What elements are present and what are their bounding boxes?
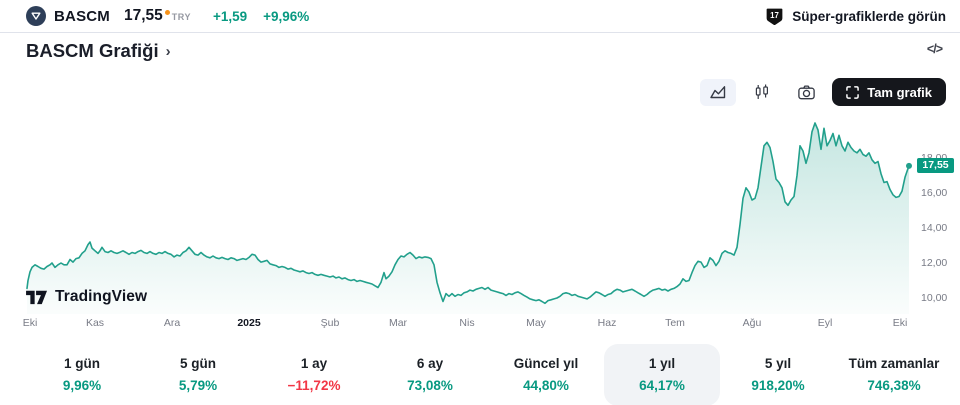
last-price-dot	[906, 162, 912, 169]
y-axis-label: 10,00	[921, 292, 948, 304]
x-axis-label: Mar	[388, 317, 408, 329]
period-change-value: 44,80%	[523, 378, 569, 393]
supercharts-link-label: Süper-grafiklerde görün	[792, 8, 946, 24]
candlestick-style-button[interactable]	[744, 79, 780, 106]
supercharts-link[interactable]: 17 Süper-grafiklerde görün	[764, 6, 946, 27]
period-button-5-gün[interactable]: 5 gün 5,79%	[140, 344, 256, 405]
x-axis-label: Ara	[163, 317, 181, 329]
svg-text:17: 17	[770, 10, 779, 19]
period-button-tüm-zamanlar[interactable]: Tüm zamanlar 746,38%	[836, 344, 952, 405]
area-fill	[27, 123, 909, 314]
period-change-value: 9,96%	[62, 378, 102, 393]
period-label: 1 ay	[300, 356, 328, 371]
embed-code-icon[interactable]: </>	[926, 42, 943, 56]
area-chart-icon	[710, 86, 726, 99]
period-button-5-yıl[interactable]: 5 yıl 918,20%	[720, 344, 836, 405]
x-axis-label: Tem	[665, 317, 685, 329]
currency-label: TRY	[171, 12, 191, 22]
chart-toolbar: Tam grafik	[700, 78, 946, 106]
y-axis-label: 16,00	[921, 187, 948, 199]
chart-title-link[interactable]: BASCM Grafiği ›	[26, 40, 171, 62]
period-label: Tüm zamanlar	[848, 356, 940, 371]
x-axis-label: 2025	[237, 317, 261, 329]
tradingview-watermark[interactable]: TradingView	[26, 287, 147, 307]
symbol-header: BASCM 17,55 TRY +1,59 +9,96% 17 Süper-gr…	[0, 0, 960, 33]
x-axis-label: Eyl	[817, 317, 833, 329]
x-axis-label: Eki	[892, 317, 908, 329]
delayed-data-icon	[164, 9, 170, 15]
period-change-value: 73,08%	[407, 378, 453, 393]
camera-icon	[797, 84, 815, 99]
symbol-logo-icon	[26, 6, 46, 26]
period-change-value: 64,17%	[639, 378, 685, 393]
period-label: 5 yıl	[764, 356, 792, 371]
x-axis-label: Nis	[459, 317, 475, 329]
chevron-right-icon: ›	[165, 43, 171, 60]
period-label: 1 gün	[64, 356, 100, 371]
period-change-value: −11,72%	[287, 378, 341, 393]
change-percent: +9,96%	[263, 8, 310, 24]
tradingview-shield-icon: 17	[766, 8, 783, 25]
period-label: 6 ay	[416, 356, 444, 371]
period-change-value: 5,79%	[178, 378, 218, 393]
period-selector: 1 gün 9,96% 5 gün 5,79% 1 ay −11,72% 6 ay 73,08…	[24, 344, 952, 405]
period-label: 5 gün	[180, 356, 216, 371]
period-button-1-yıl[interactable]: 1 yıl 64,17%	[604, 344, 720, 405]
last-price: 17,55	[124, 7, 163, 24]
watermark-label: TradingView	[55, 288, 148, 305]
symbol-info[interactable]: BASCM 17,55 TRY +1,59 +9,96%	[26, 6, 309, 26]
period-label: Güncel yıl	[513, 356, 579, 371]
full-chart-label: Tam grafik	[867, 84, 932, 100]
x-axis-label: Şub	[320, 317, 340, 329]
candlestick-icon	[756, 84, 769, 99]
period-button-6-ay[interactable]: 6 ay 73,08%	[372, 344, 488, 405]
area-chart-style-button[interactable]	[700, 78, 737, 106]
full-chart-button[interactable]: Tam grafik	[832, 78, 946, 106]
page-title: BASCM Grafiği	[26, 40, 159, 61]
x-axis-label: Haz	[597, 317, 617, 329]
period-change-value: 746,38%	[867, 378, 921, 393]
period-change-value: 918,20%	[751, 378, 805, 393]
change-absolute: +1,59	[212, 8, 248, 24]
symbol-name: BASCM	[54, 7, 110, 25]
x-axis-label: May	[526, 317, 546, 329]
snapshot-button[interactable]	[788, 79, 824, 106]
period-button-güncel-yıl[interactable]: Güncel yıl 44,80%	[488, 344, 604, 405]
y-axis-label: 14,00	[921, 222, 948, 234]
x-axis-label: Eki	[22, 317, 38, 329]
fullscreen-icon	[846, 85, 860, 99]
x-axis-label: Ağu	[742, 317, 762, 329]
price-line	[26, 122, 910, 305]
period-label: 1 yıl	[648, 356, 676, 371]
y-axis-label: 12,00	[921, 257, 948, 269]
period-button-1-gün[interactable]: 1 gün 9,96%	[24, 344, 140, 405]
price-group: 17,55 TRY	[124, 7, 191, 25]
tradingview-logo-icon	[26, 290, 48, 305]
last-price-badge: 17,55	[917, 158, 954, 174]
period-button-1-ay[interactable]: 1 ay −11,72%	[256, 344, 372, 405]
x-axis-label: Kas	[85, 317, 105, 329]
